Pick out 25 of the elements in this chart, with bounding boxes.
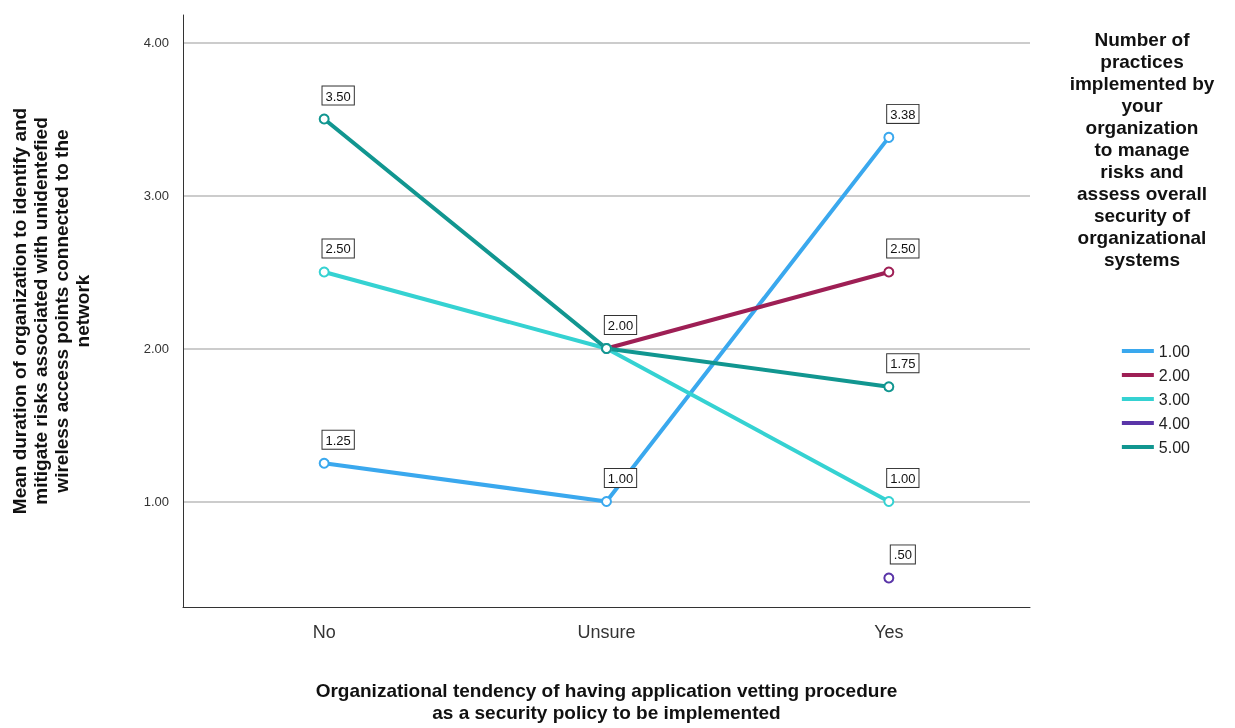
legend-label: 4.00 bbox=[1158, 414, 1191, 432]
text: Number of practices implemented by your organization to manage risks and assess overall security of organizational systems bbox=[1069, 28, 1215, 270]
legend-label: 1.00 bbox=[1158, 342, 1191, 360]
y-tick-label: 1.00 bbox=[143, 493, 169, 509]
x-axis-title: Organizational tendency of having application vetting procedure as a security policy to be implemented bbox=[315, 679, 898, 723]
y-axis-title: Mean duration of organization to identify and mitigate risks associated with unidentefied wireless access points connected to the network bbox=[9, 107, 93, 515]
data-label: 2.00 bbox=[607, 317, 634, 333]
y-tick-label: 3.00 bbox=[143, 188, 169, 204]
x-tick-label: Yes bbox=[874, 622, 904, 642]
data-label: 3.38 bbox=[890, 106, 916, 122]
y-tick-label: 4.00 bbox=[143, 35, 169, 51]
legend-label: 2.00 bbox=[1158, 366, 1191, 384]
legend-label: 5.00 bbox=[1158, 438, 1191, 456]
data-label: 1.00 bbox=[607, 470, 634, 486]
data-label: 2.50 bbox=[890, 241, 916, 257]
legend-label: 3.00 bbox=[1158, 390, 1191, 408]
x-tick-label: Unsure bbox=[577, 622, 636, 642]
data-label: 1.25 bbox=[325, 432, 351, 448]
data-label: 3.50 bbox=[325, 88, 351, 104]
data-label: .50 bbox=[893, 547, 912, 563]
x-tick-label: No bbox=[312, 622, 336, 642]
data-label: 1.75 bbox=[890, 356, 916, 372]
data-label: 2.50 bbox=[325, 241, 351, 257]
y-tick-label: 2.00 bbox=[143, 340, 169, 356]
data-label: 1.00 bbox=[890, 470, 916, 486]
